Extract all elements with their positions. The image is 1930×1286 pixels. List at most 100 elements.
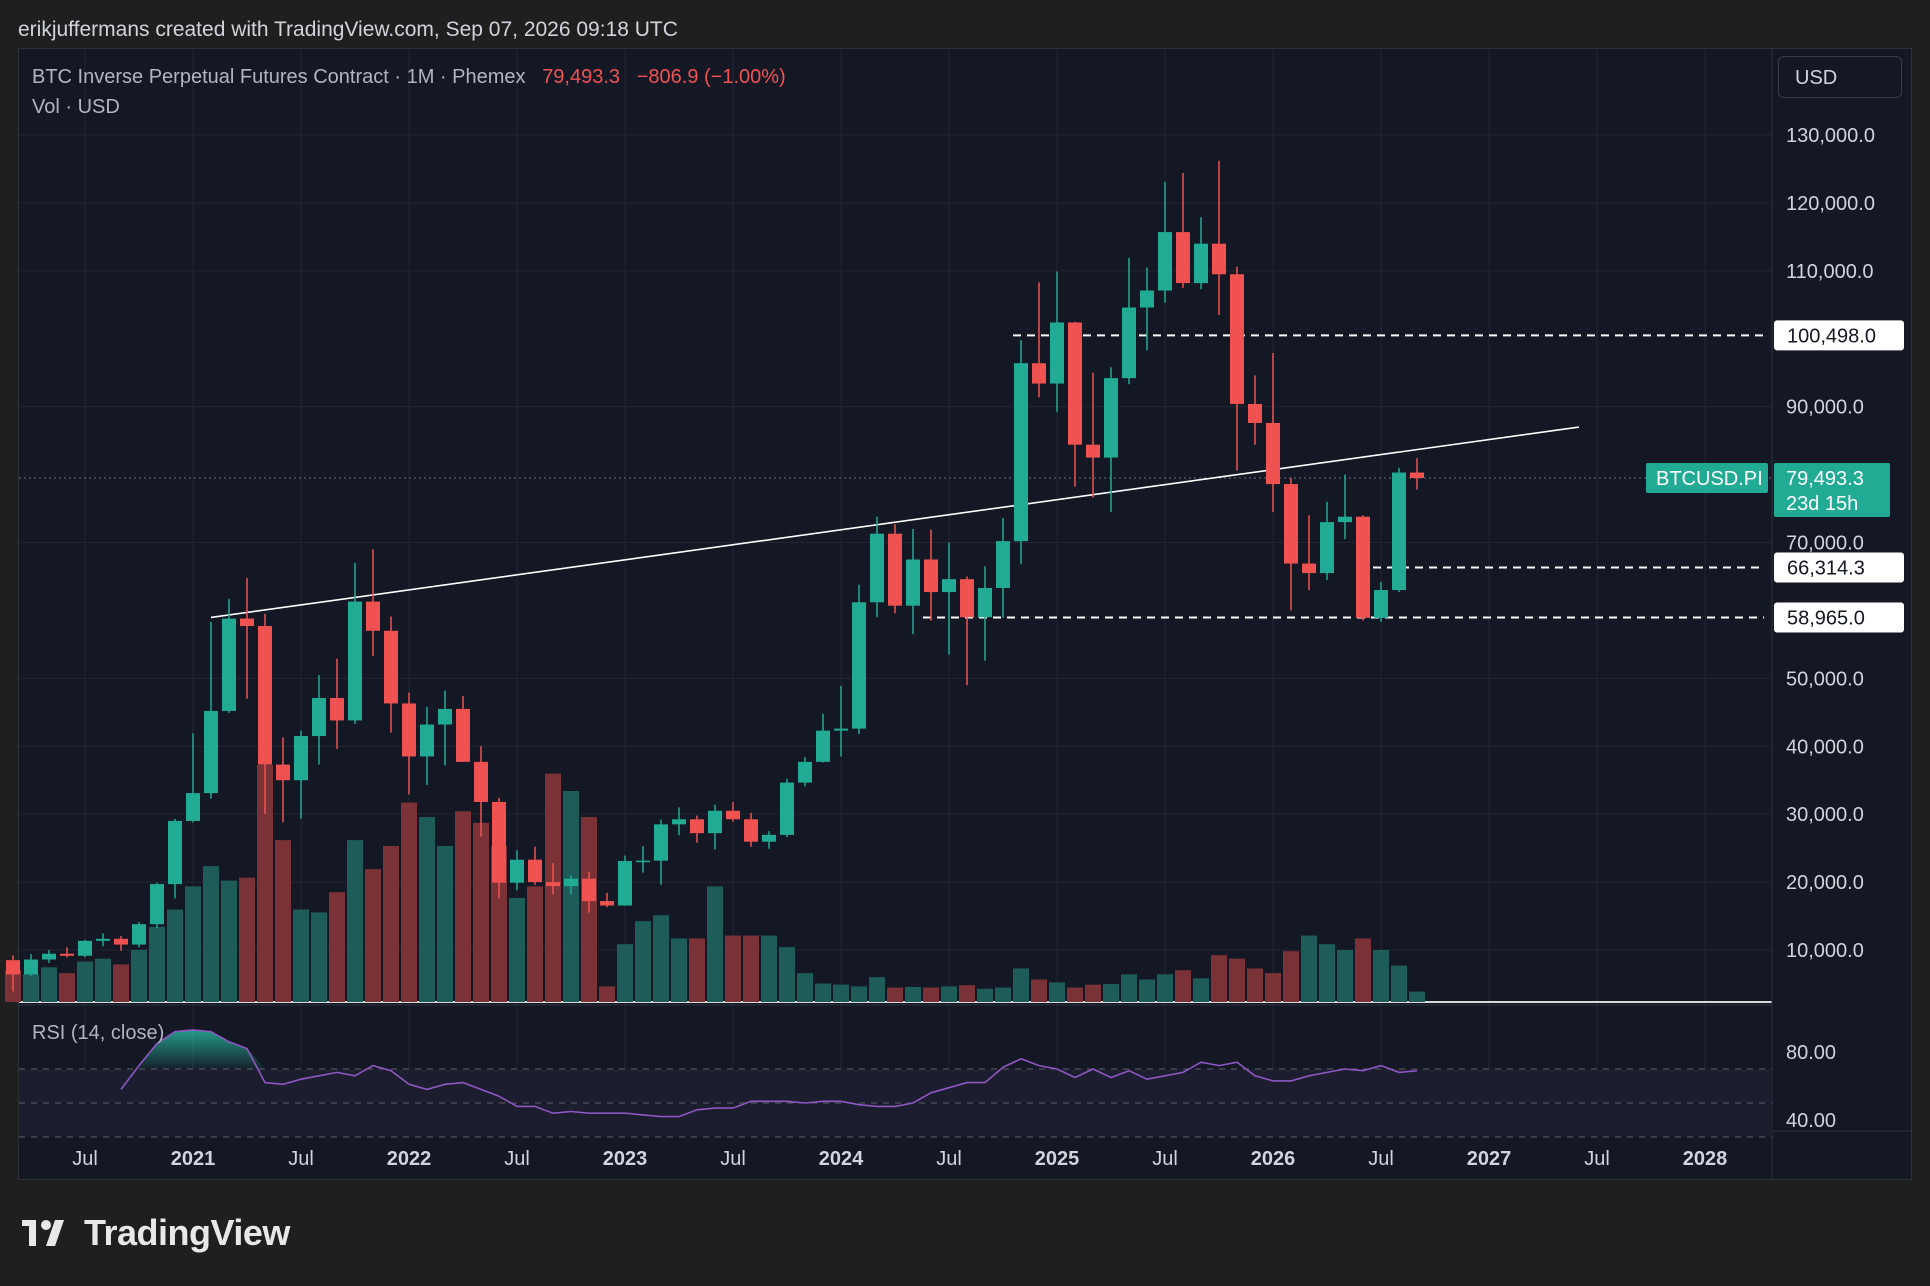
candle-body bbox=[744, 819, 758, 842]
candle-body bbox=[150, 884, 164, 925]
time-tick-label: Jul bbox=[1152, 1148, 1178, 1170]
last-price: 79,493.3 bbox=[542, 66, 621, 88]
candle-body bbox=[690, 819, 704, 834]
time-tick-label: Jul bbox=[1368, 1148, 1394, 1170]
volume-bar bbox=[959, 985, 975, 1002]
candle-body bbox=[330, 698, 344, 721]
price-tick-label: 120,000.0 bbox=[1786, 193, 1875, 215]
volume-bar bbox=[833, 984, 849, 1002]
grid-lines bbox=[19, 49, 1912, 1180]
volume-bar bbox=[995, 987, 1011, 1002]
candle-body bbox=[204, 710, 218, 794]
candle-body bbox=[438, 708, 452, 725]
candle-body bbox=[114, 938, 128, 945]
volume-bar bbox=[509, 897, 525, 1002]
candle-body bbox=[654, 824, 668, 861]
volume-bar bbox=[1031, 979, 1047, 1002]
candle-body bbox=[1410, 472, 1424, 479]
volume-bar bbox=[1211, 955, 1227, 1002]
volume-bar bbox=[1157, 974, 1173, 1002]
candle-body bbox=[348, 601, 362, 721]
volume-bar bbox=[653, 915, 669, 1002]
volume-bar bbox=[491, 845, 507, 1002]
volume-bar bbox=[95, 958, 111, 1002]
volume-bar bbox=[365, 869, 381, 1002]
candle-body bbox=[906, 559, 920, 606]
time-tick-label: Jul bbox=[720, 1148, 746, 1170]
candle-body bbox=[1248, 403, 1262, 423]
tradingview-logo-icon bbox=[22, 1220, 64, 1246]
volume-bar bbox=[923, 987, 939, 1002]
time-tick-label: Jul bbox=[504, 1148, 530, 1170]
candle-body bbox=[1320, 522, 1334, 574]
volume-bar bbox=[149, 926, 165, 1002]
rsi-legend[interactable]: RSI (14, close) bbox=[32, 1022, 165, 1044]
tradingview-logo[interactable]: TradingView bbox=[22, 1212, 290, 1254]
price-tick-label: 90,000.0 bbox=[1786, 397, 1864, 419]
footer-brand: TradingView bbox=[84, 1212, 290, 1253]
candle-body bbox=[960, 579, 974, 618]
volume-bar bbox=[311, 912, 327, 1002]
symbol-legend[interactable]: BTC Inverse Perpetual Futures Contract ·… bbox=[32, 66, 786, 89]
candle-body bbox=[1194, 243, 1208, 284]
volume-bar bbox=[851, 986, 867, 1002]
candle-body bbox=[600, 901, 614, 906]
volume-bar bbox=[1265, 973, 1281, 1002]
candle-body bbox=[60, 953, 74, 956]
symbol-tag-box bbox=[1646, 463, 1768, 494]
candle-body bbox=[1158, 232, 1172, 291]
level-tag-label: 58,965.0 bbox=[1787, 607, 1865, 629]
candle-body bbox=[276, 764, 290, 781]
rsi-pane bbox=[19, 1029, 1772, 1138]
volume-bar bbox=[1247, 968, 1263, 1002]
volume-bar bbox=[725, 935, 741, 1002]
candle-body bbox=[798, 761, 812, 783]
time-tick-label: Jul bbox=[288, 1148, 314, 1170]
rsi-overbought-fill bbox=[139, 1029, 265, 1069]
volume-bar bbox=[113, 964, 129, 1002]
candle-body bbox=[492, 801, 506, 883]
volume-bar bbox=[671, 938, 687, 1002]
candle-body bbox=[546, 882, 560, 887]
volume-bar bbox=[383, 845, 399, 1002]
horizontal-levels bbox=[19, 334, 1772, 619]
price-change: −806.9 (−1.00%) bbox=[636, 66, 786, 88]
symbol-name: BTC Inverse Perpetual Futures Contract ·… bbox=[32, 66, 526, 88]
volume-bar bbox=[1013, 968, 1029, 1002]
time-tick-label: 2021 bbox=[171, 1148, 216, 1170]
candle-body bbox=[888, 533, 902, 606]
candle-body bbox=[924, 559, 938, 593]
volume-bar bbox=[815, 983, 831, 1002]
candle-body bbox=[834, 728, 848, 731]
level-tag-box bbox=[1774, 320, 1904, 351]
volume-legend[interactable]: Vol · USD bbox=[32, 96, 120, 118]
candle-body bbox=[1374, 590, 1388, 618]
candles bbox=[6, 160, 1424, 992]
candle-body bbox=[672, 819, 686, 825]
volume-bar bbox=[419, 817, 435, 1002]
volume-bar bbox=[869, 977, 885, 1002]
price-tick-label: 30,000.0 bbox=[1786, 804, 1864, 826]
volume-bar bbox=[1085, 984, 1101, 1002]
time-tick-label: 2023 bbox=[603, 1148, 648, 1170]
price-tags: 100,498.0 66,314.3 58,965.0 BTCUSD.PI 79,493… bbox=[1646, 320, 1904, 633]
volume-bar bbox=[599, 986, 615, 1002]
candle-body bbox=[366, 601, 380, 631]
time-tick-label: Jul bbox=[936, 1148, 962, 1170]
candle-body bbox=[1014, 363, 1028, 542]
volume-bar bbox=[1337, 949, 1353, 1002]
currency-button[interactable]: USD bbox=[1778, 56, 1902, 98]
candle-body bbox=[42, 953, 56, 960]
time-tick-label: 2026 bbox=[1251, 1148, 1296, 1170]
candle-body bbox=[1338, 516, 1352, 523]
volume-bar bbox=[473, 822, 489, 1002]
candle-body bbox=[1266, 422, 1280, 485]
price-tick-label: 10,000.0 bbox=[1786, 940, 1864, 962]
candle-body bbox=[1356, 516, 1370, 618]
candle-body bbox=[618, 861, 632, 906]
volume-bar bbox=[563, 791, 579, 1002]
time-tick-label: 2022 bbox=[387, 1148, 432, 1170]
candle-body bbox=[240, 618, 254, 627]
volume-bar bbox=[887, 987, 903, 1002]
